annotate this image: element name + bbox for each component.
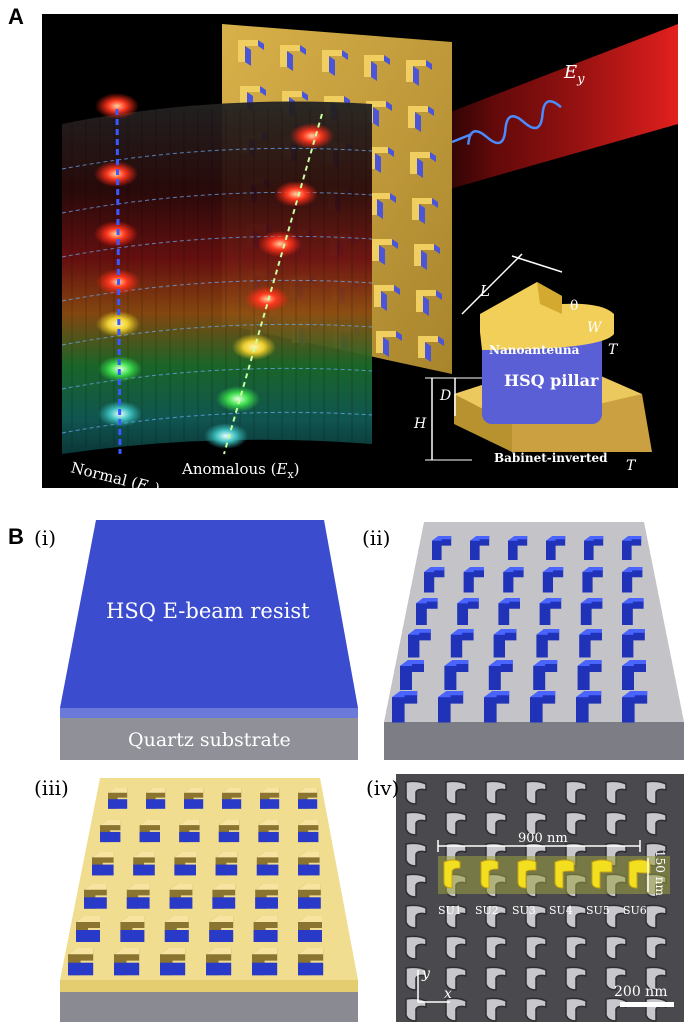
- svg-text:Babinet-inverted: Babinet-inverted: [494, 451, 608, 465]
- subpanel-ii: [384, 512, 684, 760]
- anomalous-path: [223, 113, 323, 455]
- subpanel-iv-tag: (iv): [366, 776, 400, 800]
- axis-y-label: y: [421, 966, 431, 982]
- subpanel-iii-tag: (iii): [34, 776, 69, 800]
- svg-text:T: T: [608, 342, 619, 358]
- substrate-label: Quartz substrate: [128, 729, 291, 751]
- diffraction-spots: [94, 93, 334, 449]
- unit-cell-inset: L θ W Nanoanteuna T D H HSQ pillar Babin…: [413, 253, 652, 474]
- su-label: SU4: [549, 904, 573, 917]
- wave-arrow: [451, 132, 473, 144]
- panel-b-label: B: [8, 524, 24, 549]
- su-label: SU5: [586, 904, 610, 917]
- resist-label: HSQ E-beam resist: [106, 599, 310, 623]
- axis-x-label: x: [444, 986, 452, 1002]
- su-label: SU1: [438, 904, 462, 917]
- beam-label: E: [563, 62, 577, 83]
- normal-path: [115, 108, 122, 455]
- width-label: 900 nm: [518, 831, 568, 846]
- svg-text:T: T: [626, 458, 637, 474]
- nanoantenna-shape: [480, 282, 614, 350]
- svg-text:HSQ pillar: HSQ pillar: [504, 371, 599, 390]
- panel-a-label: A: [8, 4, 24, 29]
- wave-icon: [467, 100, 562, 145]
- subpanel-ii-tag: (ii): [362, 526, 391, 550]
- svg-text:H: H: [413, 416, 427, 432]
- subpanel-iii: [60, 766, 360, 1022]
- scalebar-label: 200 nm: [614, 984, 667, 1000]
- svg-text:L: L: [479, 282, 490, 300]
- su-label: SU6: [623, 904, 647, 917]
- height-label: 150 nm: [653, 850, 667, 896]
- panel-a-svg: Ey Normal (Ey) Anomalous (Ex) L: [61, 24, 678, 488]
- hsq-pillar: [482, 332, 602, 424]
- beam-label-sub: y: [576, 72, 585, 87]
- svg-text:D: D: [439, 388, 451, 404]
- svg-text:W: W: [587, 320, 603, 336]
- anomalous-label: Anomalous (Ex): [181, 460, 300, 481]
- svg-text:θ: θ: [570, 298, 578, 314]
- subpanel-i-tag: (i): [34, 526, 57, 550]
- svg-text:Nanoanteuna: Nanoanteuna: [489, 343, 580, 357]
- svg-text:Ey: Ey: [563, 62, 585, 87]
- scale-bar: [620, 1002, 674, 1007]
- normal-label: Normal (Ey): [68, 458, 161, 488]
- panel-a-figure: Ey Normal (Ey) Anomalous (Ex) L: [42, 14, 678, 488]
- su-label: SU2: [475, 904, 499, 917]
- subpanel-i: HSQ E-beam resist Quartz substrate: [60, 520, 360, 760]
- subpanel-iv: 900 nm 150 nm SU1 SU2 SU3 SU4 SU5 SU6 y x 200…: [396, 774, 684, 1022]
- su-label: SU3: [512, 904, 536, 917]
